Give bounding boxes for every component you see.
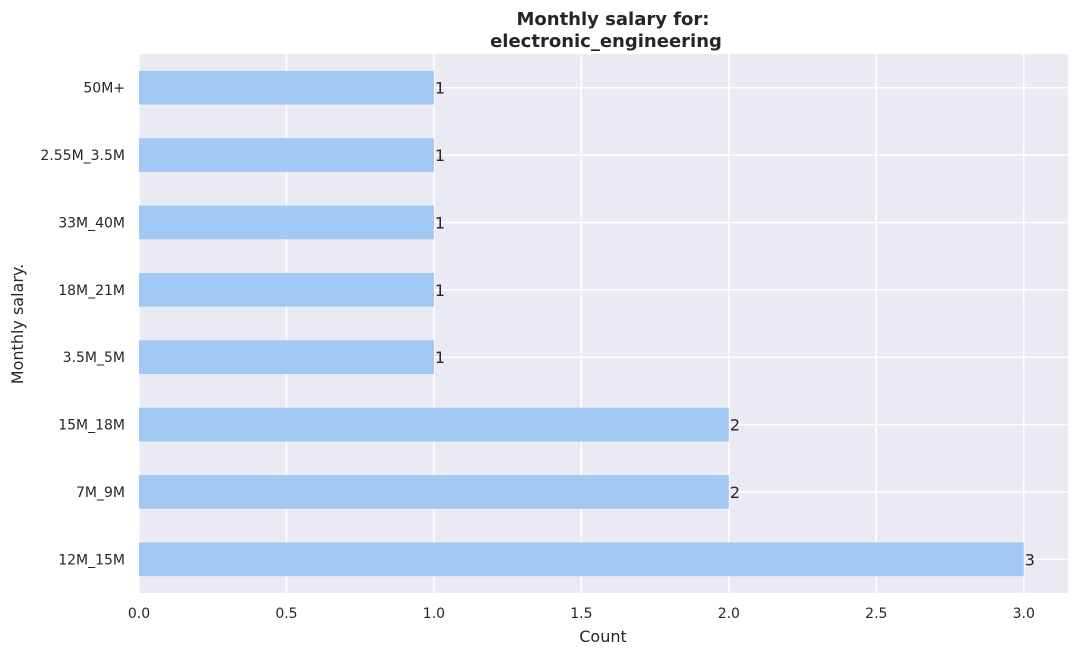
bar-data-label: 2 bbox=[730, 483, 740, 502]
y-tick-label: 15M_18M bbox=[58, 418, 125, 434]
bar-data-label: 1 bbox=[435, 79, 445, 98]
x-axis-label: Count bbox=[579, 627, 627, 646]
chart-title-line-2: electronic_engineering bbox=[490, 31, 722, 52]
bar-data-label: 2 bbox=[730, 416, 740, 435]
y-tick-label: 3.5M_5M bbox=[63, 350, 125, 366]
plot-area bbox=[139, 54, 1068, 593]
y-tick-label: 12M_15M bbox=[58, 552, 125, 568]
bar-data-label: 3 bbox=[1025, 550, 1035, 569]
x-tick-label: 0.0 bbox=[128, 606, 150, 622]
bar bbox=[139, 70, 434, 105]
chart-title-line-1: Monthly salary for: bbox=[516, 9, 709, 30]
x-tick-label: 3.0 bbox=[1013, 606, 1035, 622]
y-axis-label: Monthly salary. bbox=[8, 264, 27, 384]
x-tick-label: 2.0 bbox=[718, 606, 740, 622]
bar bbox=[139, 407, 729, 442]
bars bbox=[139, 70, 1024, 577]
x-tick-label: 1.5 bbox=[570, 606, 592, 622]
bar bbox=[139, 205, 434, 240]
bar bbox=[139, 542, 1024, 577]
y-tick-label: 18M_21M bbox=[58, 283, 125, 299]
bar-data-label: 1 bbox=[435, 213, 445, 232]
y-tick-label: 33M_40M bbox=[58, 215, 125, 231]
y-tick-label: 50M+ bbox=[83, 81, 125, 97]
x-tick-labels: 0.0 0.5 1.0 1.5 2.0 2.5 3.0 bbox=[128, 606, 1035, 622]
bar-data-label: 1 bbox=[435, 281, 445, 300]
bar-data-label: 1 bbox=[435, 146, 445, 165]
data-labels: 1 1 1 1 1 2 2 3 bbox=[435, 79, 1035, 570]
bar bbox=[139, 272, 434, 307]
bar bbox=[139, 475, 729, 509]
bar bbox=[139, 138, 434, 172]
bar bbox=[139, 340, 434, 375]
x-tick-label: 2.5 bbox=[865, 606, 887, 622]
y-tick-label: 2.55M_3.5M bbox=[40, 148, 125, 164]
bar-data-label: 1 bbox=[435, 348, 445, 367]
x-tick-label: 1.0 bbox=[423, 606, 445, 622]
y-tick-labels: 50M+ 2.55M_3.5M 33M_40M 18M_21M 3.5M_5M 15M_1… bbox=[40, 81, 125, 569]
x-tick-label: 0.5 bbox=[275, 606, 297, 622]
y-tick-label: 7M_9M bbox=[76, 485, 125, 501]
